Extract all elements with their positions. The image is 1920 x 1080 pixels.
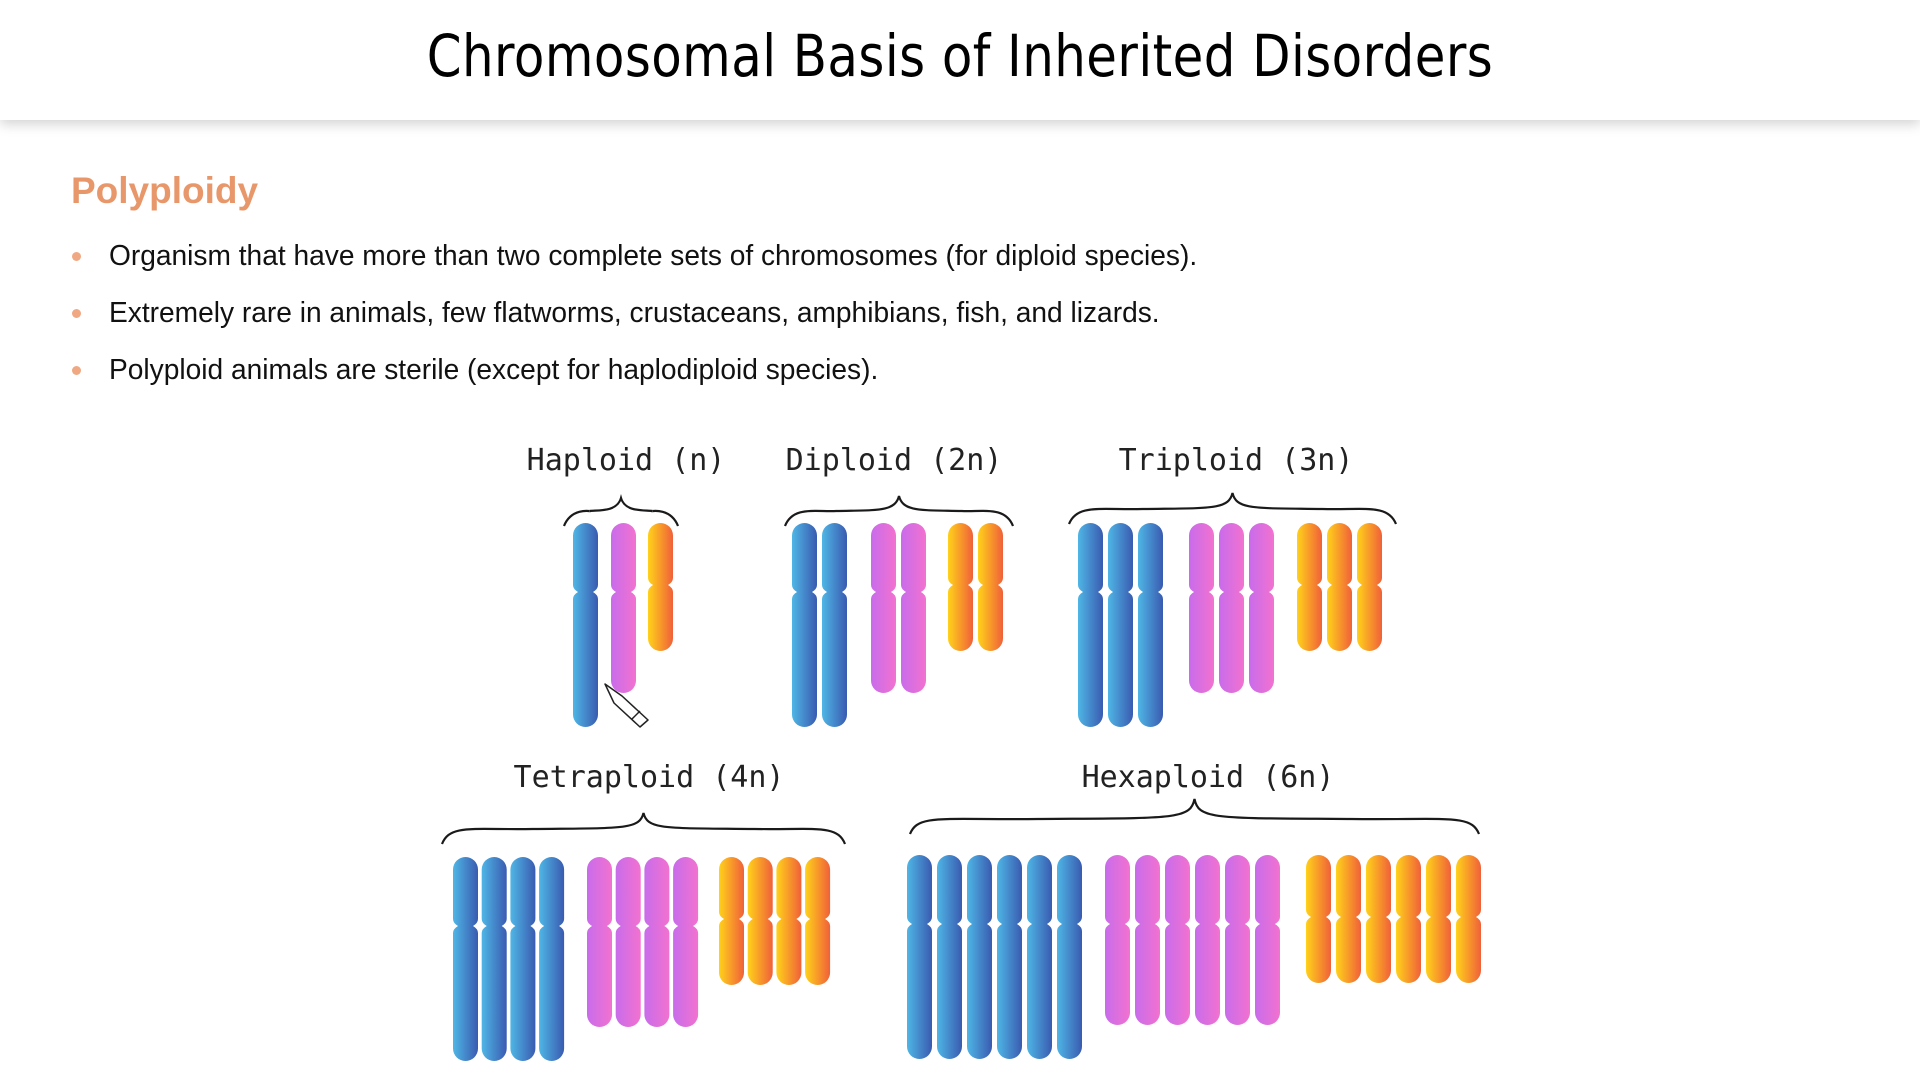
chromosome-short [1336,855,1361,983]
bullet-item: Organism that have more than two complet… [71,228,1231,285]
chromosome-medium [1249,523,1274,693]
curly-brace [1067,492,1398,525]
chromosome-short [1357,523,1382,651]
chromosome-short [1366,855,1391,983]
ploidy-group: Triploid (3n) [1067,443,1398,727]
chromosome-medium [1219,523,1244,693]
chromosome-long [967,855,992,1059]
chromosome-medium [615,857,641,1027]
chromosome-medium [901,523,926,693]
chromosome-short [776,857,802,985]
ploidy-group: Haploid (n) [527,443,726,727]
bullet-text: Extremely rare in animals, few flatworms… [109,297,1160,329]
curly-brace [440,812,847,845]
chromosome-short [978,523,1003,651]
chromosome-medium [871,523,896,693]
bullet-text: Polyploid animals are sterile (except fo… [109,354,879,386]
chromosome-short [1426,855,1451,983]
chromosome-short [648,523,673,651]
bullet-text: Organism that have more than two complet… [109,240,1198,272]
bullet-item: Extremely rare in animals, few flatworms… [71,285,1231,342]
chromosome-long [1057,855,1082,1059]
chromosome-medium [1195,855,1220,1025]
ploidy-group: Hexaploid (6n) [907,760,1481,1059]
chromosome-medium [644,857,670,1027]
curly-brace [908,798,1481,835]
chromosome-medium [1165,855,1190,1025]
chromosome-long [822,523,847,727]
ploidy-label: Tetraploid (4n) [514,760,785,795]
chromosome-long [1027,855,1052,1059]
bullet-dot-icon [72,309,81,318]
chromosome-short [948,523,973,651]
chromosome-long [453,857,478,1061]
slide-header: Chromosomal Basis of Inherited Disorders [0,0,1920,120]
curly-brace [562,494,680,527]
slide-title: Chromosomal Basis of Inherited Disorders [426,22,1494,90]
chromosome-long [539,857,565,1061]
chromosome-long [1108,523,1133,727]
chromosome-medium [1225,855,1250,1025]
chromosome-long [573,523,598,727]
chromosome-medium [1189,523,1214,693]
bullet-item: Polyploid animals are sterile (except fo… [71,342,1231,399]
chromosome-long [997,855,1022,1059]
chromosome-long [907,855,932,1059]
ploidy-label: Triploid (3n) [1119,443,1354,478]
ploidy-label: Diploid (2n) [786,443,1003,478]
chromosome-short [1327,523,1352,651]
chromosome-short [1396,855,1421,983]
section-heading: Polyploidy [71,170,259,211]
ploidy-label: Hexaploid (6n) [1082,760,1335,795]
bullet-list: Organism that have more than two complet… [71,228,1231,399]
chromosome-medium [1105,855,1130,1025]
chromosome-medium [1135,855,1160,1025]
curly-brace [783,495,1015,527]
slide-content: Polyploidy Organism that have more than … [0,120,1920,1080]
chromosome-medium [1255,855,1280,1025]
chromosome-medium [611,523,636,693]
chromosome-short [1456,855,1481,983]
chromosome-medium [673,857,699,1027]
chromosome-short [747,857,773,985]
chromosome-short [1306,855,1331,983]
bullet-dot-icon [72,366,81,375]
chromosome-long [481,857,507,1061]
ploidy-group: Tetraploid (4n) [440,760,847,1061]
chromosome-long [792,523,817,727]
ploidy-group: Diploid (2n) [783,443,1015,727]
chromosome-long [1138,523,1163,727]
chromosome-short [805,857,831,985]
chromosome-medium [587,857,612,1027]
chromosome-long [1078,523,1103,727]
chromosome-short [719,857,744,985]
pen-cursor-icon [604,683,649,728]
ploidy-label: Haploid (n) [527,443,726,478]
chromosome-short [1297,523,1322,651]
chromosome-long [510,856,536,1061]
chromosome-long [937,855,962,1059]
bullet-dot-icon [72,252,81,261]
